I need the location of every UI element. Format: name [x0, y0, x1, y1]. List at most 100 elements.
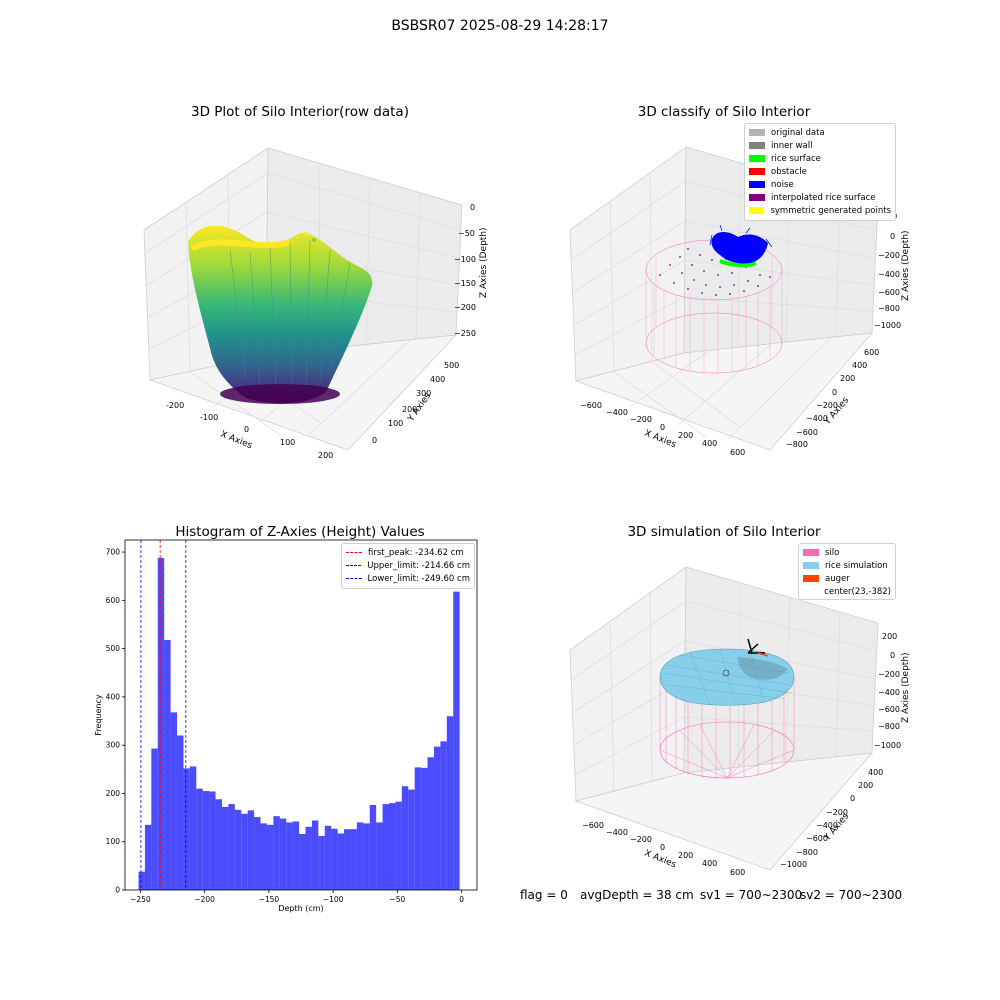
classify-plot-title: 3D classify of Silo Interior — [637, 104, 811, 120]
simulation-ytick: −400 — [816, 821, 838, 830]
histogram-x-tick-label: −50 — [389, 895, 405, 904]
simulation-ytick: 0 — [850, 794, 855, 803]
raw-ztick: 0 — [470, 203, 475, 212]
classify-legend-item: symmetric generated points — [749, 204, 891, 217]
simulation-xtick: −400 — [606, 828, 628, 837]
classify-legend-label: obstacle — [771, 166, 807, 177]
simulation-ztick: −1000 — [874, 741, 901, 750]
simulation-ytick: 400 — [868, 768, 883, 777]
simulation-ztick: 200 — [882, 632, 897, 641]
raw-ytick: 100 — [388, 419, 403, 428]
histogram-legend-swatch — [346, 578, 362, 579]
histogram-bar — [138, 871, 145, 890]
classify-legend-swatch — [749, 129, 765, 136]
histogram-legend-label: Upper_limit: -214.66 cm — [367, 560, 470, 571]
raw-data-3d-plot: -200 -100 0 100 200 0 100 200 300 400 50… — [143, 147, 489, 460]
histogram-x-tick-label: −250 — [130, 895, 151, 904]
histogram-bar — [260, 823, 267, 890]
classify-y-ticks: −800 −600 −400 −200 0 200 400 600 — [786, 348, 879, 449]
classify-ztick: −1000 — [874, 321, 901, 330]
histogram-bar — [215, 799, 222, 890]
classify-legend-label: noise — [771, 179, 794, 190]
simulation-rice-surface — [659, 648, 795, 707]
histogram-legend-label: first_peak: -234.62 cm — [368, 547, 464, 558]
classify-ytick: 0 — [832, 388, 837, 397]
histogram-frame — [124, 539, 478, 891]
histogram-legend-item: first_peak: -234.62 cm — [346, 546, 470, 559]
classify-z-ticks: 200 0 −200 −400 −600 −800 −1000 — [874, 212, 901, 330]
simulation-legend-swatch — [803, 588, 818, 595]
avg-depth-status: avgDepth = 38 cm — [580, 888, 694, 902]
classify-legend-label: symmetric generated points — [770, 205, 891, 216]
classify-legend-item: noise — [749, 178, 891, 191]
simulation-ztick: −200 — [878, 670, 900, 679]
histogram-y-tick-label: 100 — [106, 837, 121, 846]
histogram-bar — [376, 822, 383, 890]
classify-legend-label: inner wall — [771, 140, 813, 151]
histogram-bar — [299, 834, 306, 890]
simulation-ztick: −400 — [878, 688, 900, 697]
simulation-z-axis-label: Z Axies (Depth) — [901, 652, 911, 723]
classify-legend: original data inner wall rice surface obsta… — [744, 123, 896, 221]
histogram-bar — [331, 828, 338, 890]
histogram-y-tick-label: 300 — [106, 741, 121, 750]
simulation-z-ticks: 200 0 −200 −400 −600 −800 −1000 — [874, 632, 901, 750]
histogram-bar — [382, 804, 389, 890]
raw-ztick: −100 — [454, 255, 476, 264]
histogram-x-tick-label: −100 — [323, 895, 344, 904]
simulation-legend-swatch — [803, 549, 819, 556]
histogram-bar — [202, 791, 210, 890]
simulation-xtick: 0 — [660, 843, 665, 852]
raw-y-ticks: 0 100 200 300 400 500 — [372, 361, 459, 445]
histogram-bar — [356, 822, 364, 890]
classify-legend-swatch — [749, 194, 765, 201]
raw-x-ticks: -200 -100 0 100 200 — [166, 401, 333, 460]
flag-status: flag = 0 — [520, 888, 568, 902]
simulation-y-ticks: −1000 −800 −600 −400 −200 0 200 400 — [780, 768, 883, 869]
simulation-ytick: −800 — [796, 848, 818, 857]
simulation-legend-item: auger — [803, 572, 891, 585]
classify-legend-label: original data — [771, 127, 825, 138]
histogram-bar — [177, 735, 184, 890]
simulation-x-ticks: −600 −400 −200 0 200 400 600 — [582, 821, 745, 877]
histogram-legend: first_peak: -234.62 cm Upper_limit: -214.… — [341, 543, 475, 589]
simulation-xtick: 600 — [730, 868, 745, 877]
histogram-y-tick-label: 400 — [106, 692, 121, 701]
histogram-bar — [344, 829, 351, 890]
raw-xtick: -100 — [200, 413, 218, 422]
simulation-plot-title: 3D simulation of Silo Interior — [627, 524, 821, 540]
histogram-y-axis-label: Frequency — [94, 694, 103, 736]
classify-legend-swatch — [749, 168, 765, 175]
raw-ytick: 300 — [416, 389, 431, 398]
histogram-bar — [209, 791, 216, 890]
sv2-status: sv2 = 700~2300 — [800, 888, 903, 902]
simulation-legend-swatch — [803, 562, 819, 569]
histogram-bar — [324, 825, 332, 890]
classify-xtick: 400 — [702, 439, 717, 448]
histogram-bar — [151, 748, 158, 890]
histogram-reference-lines — [140, 540, 187, 890]
histogram-bar — [254, 817, 261, 890]
histogram-bar — [196, 788, 203, 890]
simulation-ytick: −200 — [826, 808, 848, 817]
classify-legend-item: rice surface — [749, 152, 891, 165]
raw-plot-title: 3D Plot of Silo Interior(row data) — [191, 104, 409, 120]
classify-ytick: −200 — [816, 401, 838, 410]
classify-ztick: −400 — [878, 270, 900, 279]
raw-point-cloud — [188, 225, 373, 404]
histogram-y-tick-label: 200 — [106, 789, 121, 798]
simulation-auger-marker — [747, 638, 769, 657]
classify-legend-label: interpolated rice surface — [771, 192, 876, 203]
histogram-bar — [305, 826, 312, 890]
histogram-bar — [318, 835, 325, 890]
classify-ytick: 200 — [840, 374, 855, 383]
simulation-ztick: −600 — [878, 705, 900, 714]
classify-legend-item: inner wall — [749, 139, 891, 152]
histogram-legend-swatch — [346, 552, 362, 553]
classify-legend-swatch — [749, 181, 765, 188]
histogram-bar — [144, 824, 152, 890]
histogram-legend-item: Upper_limit: -214.66 cm — [346, 559, 470, 572]
raw-ztick: −200 — [454, 303, 476, 312]
raw-xtick: 200 — [318, 451, 333, 460]
histogram-x-ticks: −250 −200 −150 −100 −50 0 — [130, 890, 464, 904]
